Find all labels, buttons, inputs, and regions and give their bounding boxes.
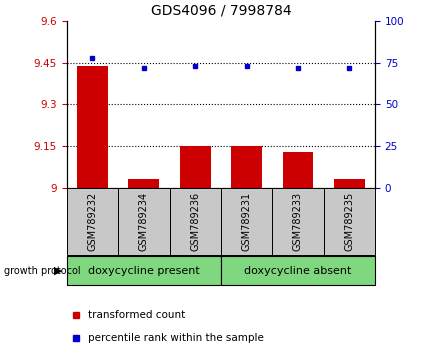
Text: doxycycline absent: doxycycline absent <box>244 266 351 276</box>
Text: growth protocol: growth protocol <box>4 266 81 276</box>
Text: GSM789235: GSM789235 <box>344 192 353 251</box>
Text: ▶: ▶ <box>54 266 62 276</box>
Bar <box>118 188 169 255</box>
Text: GSM789233: GSM789233 <box>292 192 302 251</box>
Bar <box>179 146 210 188</box>
Bar <box>230 146 261 188</box>
Text: GSM789234: GSM789234 <box>138 192 148 251</box>
Text: percentile rank within the sample: percentile rank within the sample <box>88 333 264 343</box>
Bar <box>220 256 374 285</box>
Title: GDS4096 / 7998784: GDS4096 / 7998784 <box>150 3 291 17</box>
Text: GSM789231: GSM789231 <box>241 192 251 251</box>
Bar <box>272 188 323 255</box>
Bar <box>169 188 220 255</box>
Text: doxycycline present: doxycycline present <box>88 266 199 276</box>
Bar <box>67 188 118 255</box>
Text: GSM789236: GSM789236 <box>190 192 200 251</box>
Text: transformed count: transformed count <box>88 310 185 320</box>
Bar <box>282 152 313 188</box>
Bar <box>323 188 374 255</box>
Bar <box>77 65 108 188</box>
Bar <box>128 179 159 188</box>
Bar <box>67 256 221 285</box>
Text: GSM789232: GSM789232 <box>87 192 97 251</box>
Bar <box>333 179 364 188</box>
Bar <box>220 188 272 255</box>
